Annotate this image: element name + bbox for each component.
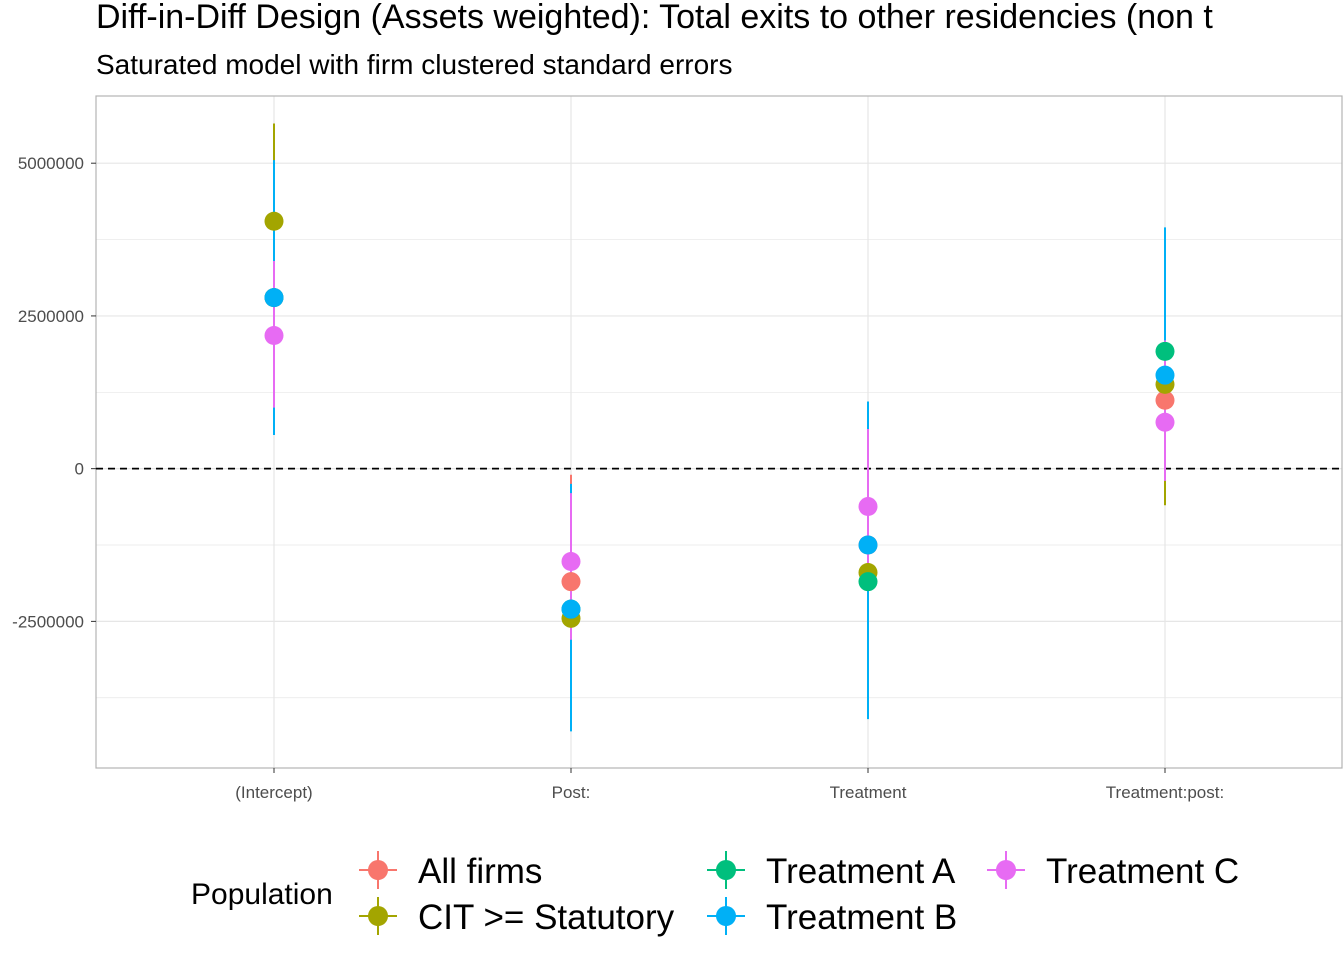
data-point <box>561 552 581 572</box>
points-all-firms <box>264 288 1175 592</box>
legend-label: All firms <box>418 852 542 891</box>
series-treatment-a <box>273 187 1166 717</box>
y-tick-label: 0 <box>75 460 84 479</box>
x-axis: (Intercept) Post: Treatment Treatment:post: <box>235 768 1224 802</box>
legend-key-point <box>996 860 1016 880</box>
plot-panel-border <box>95 95 1343 769</box>
points-treatment-c <box>264 325 1175 572</box>
series-marks <box>264 123 1175 732</box>
data-point <box>858 497 878 517</box>
x-tick-label: Treatment:post: <box>1106 783 1224 802</box>
points-cit-statutory <box>264 211 1175 628</box>
series-treatment-c <box>273 260 1166 640</box>
data-point <box>858 572 878 592</box>
data-point <box>561 572 581 592</box>
grid-lines <box>96 96 1342 768</box>
legend-key-point <box>716 906 736 926</box>
legend-item-cit-statutory: CIT >= Statutory <box>359 897 675 937</box>
points-treatment-a <box>264 288 1175 619</box>
y-tick-label: 5000000 <box>18 154 84 173</box>
legend-key-point <box>368 906 388 926</box>
y-tick-label: -2500000 <box>12 612 84 631</box>
data-point <box>561 599 581 619</box>
data-point <box>264 325 284 345</box>
data-point <box>1155 341 1175 361</box>
x-tick-label: Post: <box>552 783 591 802</box>
legend-item-treatment-a: Treatment A <box>707 851 956 891</box>
x-tick-label: (Intercept) <box>235 783 312 802</box>
legend-label: Treatment A <box>766 852 956 891</box>
legend-label: Treatment C <box>1046 852 1239 891</box>
y-tick-label: 2500000 <box>18 307 84 326</box>
data-point <box>858 535 878 555</box>
data-point <box>1155 390 1175 410</box>
data-point <box>264 211 284 231</box>
legend-title: Population <box>191 878 333 911</box>
legend-key-point <box>716 860 736 880</box>
legend: Population All firms CIT >= Statutory Trea… <box>191 851 1239 937</box>
points-treatment-b <box>264 288 1175 619</box>
series-cit-statutory <box>273 123 1166 720</box>
legend-item-treatment-c: Treatment C <box>987 851 1239 891</box>
series-treatment-b <box>273 160 1166 732</box>
legend-item-all-firms: All firms <box>359 851 542 891</box>
legend-label: Treatment B <box>766 898 957 937</box>
legend-label: CIT >= Statutory <box>418 898 675 937</box>
legend-item-treatment-b: Treatment B <box>707 897 957 937</box>
data-point <box>264 288 284 308</box>
legend-key-point <box>368 860 388 880</box>
y-axis: -2500000 0 2500000 5000000 <box>12 154 96 631</box>
data-point <box>1155 412 1175 432</box>
data-point <box>1155 365 1175 385</box>
chart-title: Diff-in-Diff Design (Assets weighted): T… <box>96 0 1213 36</box>
x-tick-label: Treatment <box>830 783 907 802</box>
series-all-firms <box>273 193 1166 695</box>
chart-subtitle: Saturated model with firm clustered stan… <box>96 49 733 80</box>
